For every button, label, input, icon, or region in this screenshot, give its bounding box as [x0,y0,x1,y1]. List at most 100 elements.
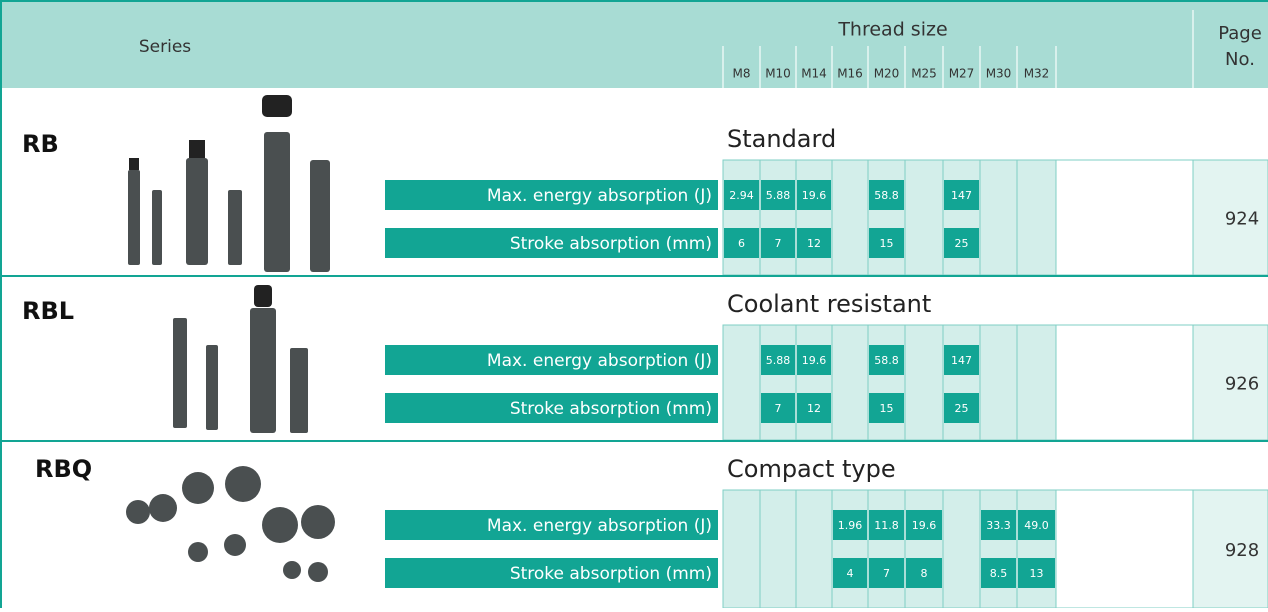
size-column [795,489,833,609]
page-number: 926 [1225,374,1259,395]
stroke-cell [869,228,904,258]
size-column [904,159,944,276]
thread-size-label: M25 [911,67,937,81]
energy-cell [869,180,904,210]
size-column [979,489,1018,609]
stroke-cell [906,558,942,588]
stroke-value: 12 [807,237,821,250]
stroke-cell [869,558,904,588]
energy-cell [797,345,831,375]
energy-value: 19.6 [802,189,827,202]
thread-size-label: M14 [801,67,827,81]
energy-label-bar [385,345,718,375]
stroke-value: 8 [921,567,928,580]
energy-value: 147 [951,354,972,367]
stroke-value: 6 [738,237,745,250]
stroke-cell [944,228,979,258]
thread-size-header: Thread size [837,19,947,41]
stroke-value: 25 [955,237,969,250]
energy-cell [797,180,831,210]
energy-label-bar [385,510,718,540]
energy-cell [944,345,979,375]
energy-cell [869,510,904,540]
thread-size-label: M32 [1024,67,1050,81]
stroke-value: 25 [955,402,969,415]
energy-cell [724,180,759,210]
thread-size-label: M10 [765,67,791,81]
energy-cell [869,345,904,375]
stroke-label-bar [385,558,718,588]
series-name: RBQ [35,455,92,483]
blank-column [1055,159,1194,276]
energy-value: 2.94 [729,189,754,202]
stroke-value: 15 [880,402,894,415]
size-column [831,324,869,441]
page-number: 924 [1225,209,1259,230]
stroke-value: 7 [883,567,890,580]
energy-cell [981,510,1016,540]
blank-column [1055,489,1194,609]
stroke-cell [761,393,795,423]
size-column [942,489,981,609]
series-type: Standard [727,125,836,153]
size-column [759,489,797,609]
page-number: 928 [1225,540,1259,561]
product-images [126,95,335,582]
stroke-cell [833,558,867,588]
page-no-header: No. [1225,49,1255,70]
energy-value: 5.88 [766,189,791,202]
stroke-label: Stroke absorption (mm) [510,399,712,419]
size-column [1016,489,1057,609]
page-column [1192,159,1268,276]
size-column [722,489,761,609]
stroke-label-bar [385,393,718,423]
blank-column [1055,324,1194,441]
size-column [831,159,869,276]
energy-value: 147 [951,189,972,202]
energy-label: Max. energy absorption (J) [487,186,712,206]
size-column [904,489,944,609]
thread-size-label: M27 [949,67,975,81]
size-column [1016,159,1057,276]
stroke-value: 12 [807,402,821,415]
energy-cell [944,180,979,210]
energy-label: Max. energy absorption (J) [487,516,712,536]
size-column [979,324,1018,441]
stroke-cell [761,228,795,258]
stroke-cell [797,228,831,258]
size-column [1016,324,1057,441]
size-column [904,324,944,441]
stroke-cell [797,393,831,423]
stroke-cell [981,558,1016,588]
energy-value: 33.3 [986,519,1011,532]
energy-label: Max. energy absorption (J) [487,351,712,371]
energy-value: 1.96 [838,519,863,532]
stroke-label: Stroke absorption (mm) [510,564,712,584]
thread-size-label: M16 [837,67,863,81]
energy-cell [1018,510,1055,540]
energy-value: 49.0 [1024,519,1049,532]
stroke-cell [724,228,759,258]
energy-cell [761,345,795,375]
energy-value: 19.6 [912,519,937,532]
energy-cell [833,510,867,540]
energy-cell [906,510,942,540]
energy-value: 58.8 [874,354,899,367]
series-name: RB [22,130,59,158]
stroke-value: 8.5 [990,567,1008,580]
thread-size-label: M20 [874,67,900,81]
size-column [867,489,906,609]
size-column [831,489,869,609]
stroke-value: 7 [775,402,782,415]
page-column [1192,489,1268,609]
thread-size-label: M8 [733,67,751,81]
energy-value: 11.8 [874,519,899,532]
energy-label-bar [385,180,718,210]
stroke-cell [1018,558,1055,588]
stroke-value: 7 [775,237,782,250]
stroke-cell [869,393,904,423]
energy-value: 19.6 [802,354,827,367]
series-type: Compact type [727,455,896,483]
stroke-cell [944,393,979,423]
